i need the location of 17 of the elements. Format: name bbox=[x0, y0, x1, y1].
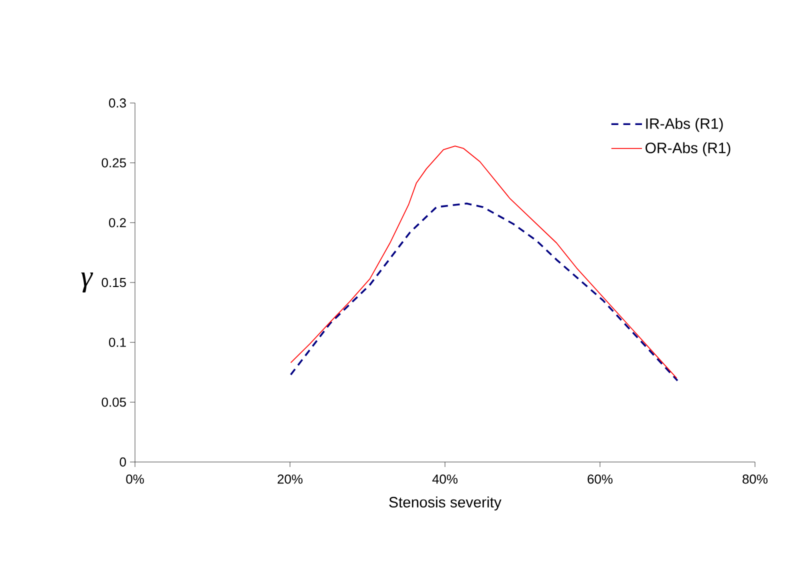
y-tick-label: 0.1 bbox=[108, 338, 126, 347]
y-tick-label: 0.05 bbox=[102, 398, 126, 407]
y-tick-label: 0 bbox=[120, 457, 126, 467]
x-tick-label: 80% bbox=[742, 474, 768, 484]
x-tick-label: 40% bbox=[432, 474, 458, 484]
y-tick-label: 0.15 bbox=[102, 278, 126, 288]
line-series bbox=[290, 202, 678, 382]
y-axis-title: γ bbox=[81, 272, 94, 293]
y-tick-label: 0.3 bbox=[108, 98, 126, 108]
y-tick-label: 0.25 bbox=[102, 158, 126, 168]
x-tick-label: 0% bbox=[126, 474, 144, 484]
x-tick-label: 60% bbox=[588, 474, 612, 484]
legend-label: IR-Abs (R1) bbox=[646, 118, 723, 132]
y-tick-label: 0.2 bbox=[108, 218, 126, 228]
legend-label: OR-Abs (R1) bbox=[646, 142, 730, 156]
x-tick-label: 20% bbox=[278, 474, 302, 484]
x-axis-title: Stenosis severity bbox=[389, 496, 502, 510]
